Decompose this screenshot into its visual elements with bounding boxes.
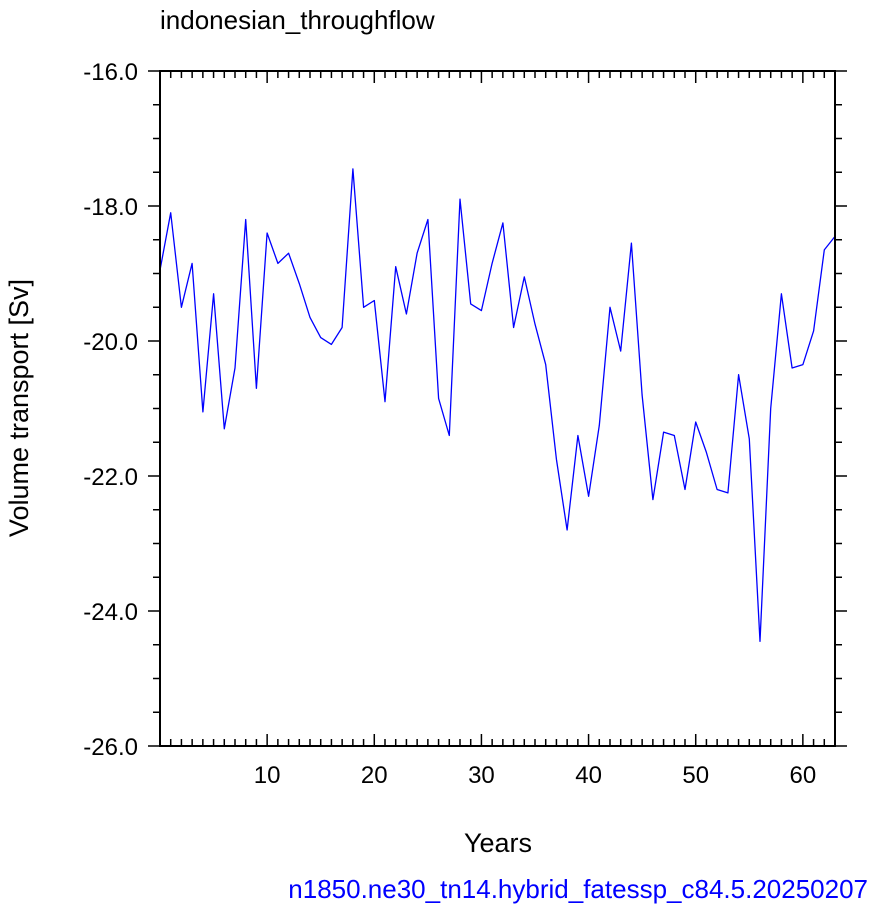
series-line (159, 168, 836, 643)
x-tick-label: 20 (361, 762, 388, 789)
y-axis-label: Volume transport [Sv] (4, 279, 34, 537)
y-tick-label: -22.0 (83, 464, 138, 491)
y-tick-label: -24.0 (83, 599, 138, 626)
x-tick-label: 40 (575, 762, 602, 789)
plot-frame (159, 70, 836, 747)
y-tick-label: -20.0 (83, 329, 138, 356)
axis-tick-labels: 10 20 30 40 50 60 -26.0 -24.0 -22.0 -20.0 -18.0 -16… (83, 59, 816, 789)
chart-title: indonesian_throughflow (160, 5, 435, 35)
footer-label: n1850.ne30_tn14.hybrid_fatessp_c84.5.202… (288, 874, 868, 904)
axis-ticks (148, 70, 847, 747)
y-tick-label: -16.0 (83, 59, 138, 86)
x-axis-label: Years (464, 828, 532, 858)
y-tick-label: -26.0 (83, 734, 138, 761)
x-tick-label: 30 (468, 762, 495, 789)
x-tick-label: 50 (682, 762, 709, 789)
x-tick-label: 10 (254, 762, 281, 789)
y-tick-label: -18.0 (83, 194, 138, 221)
x-tick-label: 60 (790, 762, 817, 789)
